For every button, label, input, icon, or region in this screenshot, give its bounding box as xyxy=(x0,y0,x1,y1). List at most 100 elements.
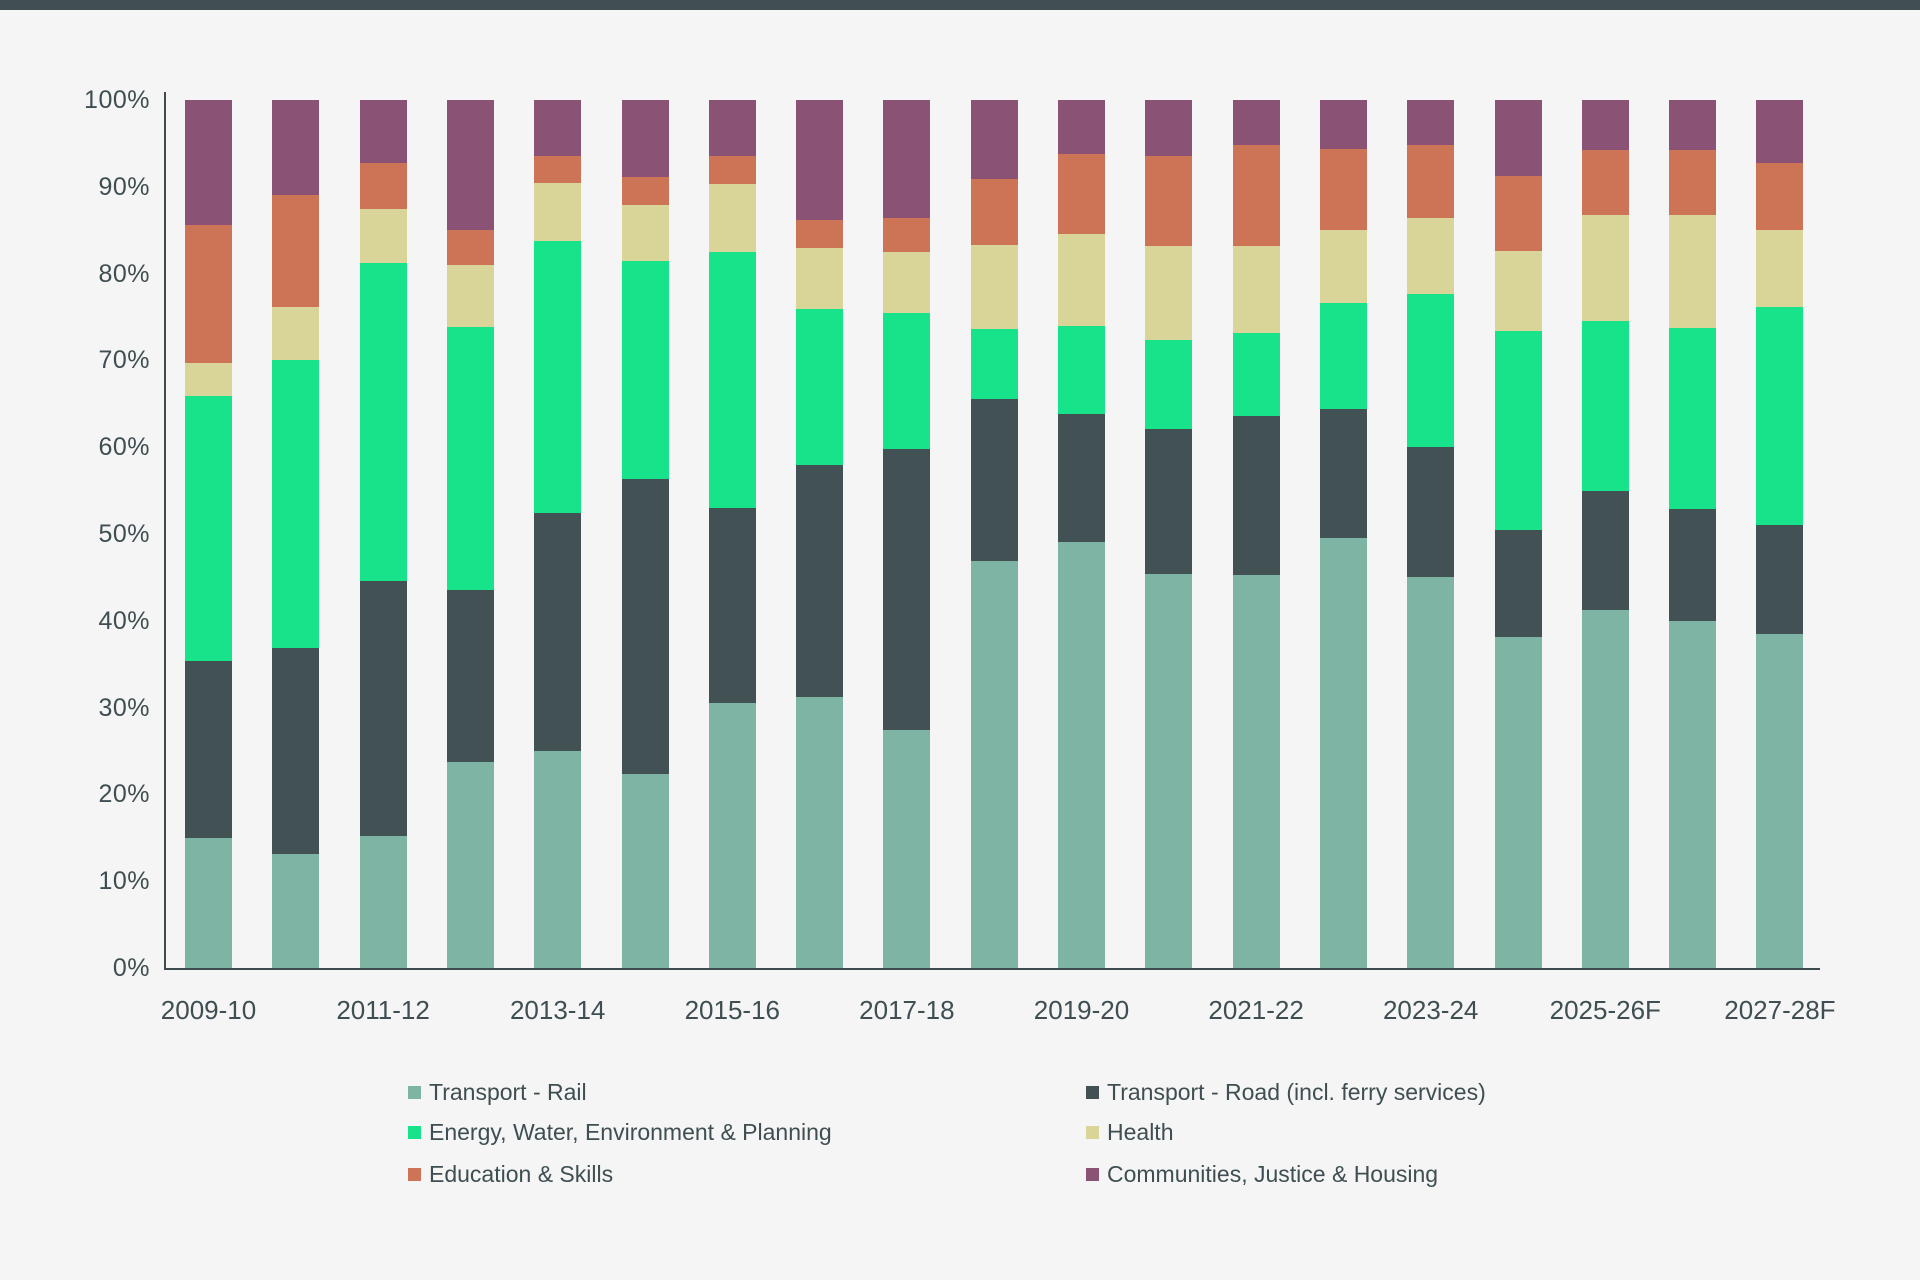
bar-segment[interactable] xyxy=(1756,100,1804,163)
bar-segment[interactable] xyxy=(1319,230,1367,304)
bar-segment[interactable] xyxy=(359,163,407,210)
bar-segment[interactable] xyxy=(446,762,494,968)
bar-2017-18[interactable] xyxy=(883,100,931,968)
bar-segment[interactable] xyxy=(272,194,320,307)
bar-2012-13[interactable] xyxy=(446,100,494,968)
bar-segment[interactable] xyxy=(534,751,582,968)
bar-segment[interactable] xyxy=(1581,100,1629,150)
bar-segment[interactable] xyxy=(970,100,1018,180)
bar-2016-17[interactable] xyxy=(796,100,844,968)
bar-segment[interactable] xyxy=(272,854,320,968)
bar-segment[interactable] xyxy=(1756,306,1804,526)
legend-item[interactable]: Health xyxy=(1086,1117,1173,1147)
bar-segment[interactable] xyxy=(1407,218,1455,295)
bar-segment[interactable] xyxy=(1058,541,1105,968)
bar-segment[interactable] xyxy=(185,225,232,364)
bar-segment[interactable] xyxy=(1058,153,1105,234)
bar-segment[interactable] xyxy=(359,100,407,164)
bar-segment[interactable] xyxy=(185,396,232,661)
bar-segment[interactable] xyxy=(1669,150,1717,215)
bar-segment[interactable] xyxy=(970,245,1018,330)
bar-segment[interactable] xyxy=(1145,428,1193,574)
bar-segment[interactable] xyxy=(1669,620,1717,968)
bar-segment[interactable] xyxy=(1145,100,1193,156)
bar-segment[interactable] xyxy=(1319,303,1367,410)
bar-segment[interactable] xyxy=(1407,294,1455,448)
bar-segment[interactable] xyxy=(1494,175,1542,252)
bar-2010-11[interactable] xyxy=(272,100,320,968)
bar-segment[interactable] xyxy=(534,155,582,184)
bar-segment[interactable] xyxy=(1756,633,1804,968)
bar-segment[interactable] xyxy=(621,479,669,775)
bar-segment[interactable] xyxy=(708,184,756,252)
bar-segment[interactable] xyxy=(185,837,232,968)
bar-2009-10[interactable] xyxy=(185,100,232,968)
bar-segment[interactable] xyxy=(621,261,669,480)
bar-segment[interactable] xyxy=(621,100,669,178)
bar-segment[interactable] xyxy=(1407,577,1455,968)
bar-segment[interactable] xyxy=(1058,414,1105,542)
legend-item[interactable]: Transport - Rail xyxy=(408,1077,587,1107)
bar-segment[interactable] xyxy=(1494,529,1542,638)
bar-segment[interactable] xyxy=(883,312,931,449)
bar-segment[interactable] xyxy=(1494,330,1542,530)
bar-segment[interactable] xyxy=(446,230,494,265)
bar-segment[interactable] xyxy=(708,507,756,704)
legend-item[interactable]: Energy, Water, Environment & Planning xyxy=(408,1117,832,1147)
bar-segment[interactable] xyxy=(272,306,320,361)
bar-2021-22[interactable] xyxy=(1232,100,1280,968)
bar-segment[interactable] xyxy=(1232,245,1280,333)
legend-item[interactable]: Communities, Justice & Housing xyxy=(1086,1159,1438,1189)
bar-2020-21[interactable] xyxy=(1145,100,1193,968)
bar-segment[interactable] xyxy=(1232,415,1280,575)
bar-segment[interactable] xyxy=(1494,637,1542,968)
bar-segment[interactable] xyxy=(534,183,582,241)
bar-2013-14[interactable] xyxy=(534,100,582,968)
bar-segment[interactable] xyxy=(1407,100,1455,146)
bar-segment[interactable] xyxy=(1145,573,1193,968)
bar-segment[interactable] xyxy=(1145,340,1193,429)
bar-2019-20[interactable] xyxy=(1058,100,1105,968)
bar-segment[interactable] xyxy=(970,329,1018,400)
bar-segment[interactable] xyxy=(1494,251,1542,331)
bar-segment[interactable] xyxy=(1581,149,1629,215)
bar-segment[interactable] xyxy=(883,730,931,968)
bar-segment[interactable] xyxy=(534,100,582,156)
bar-segment[interactable] xyxy=(446,100,494,231)
bar-segment[interactable] xyxy=(185,100,232,226)
bar-segment[interactable] xyxy=(272,647,320,855)
bar-segment[interactable] xyxy=(1232,100,1280,146)
bar-segment[interactable] xyxy=(272,360,320,648)
bar-segment[interactable] xyxy=(359,209,407,264)
bar-segment[interactable] xyxy=(1319,148,1367,231)
bar-segment[interactable] xyxy=(1232,332,1280,416)
bar-segment[interactable] xyxy=(970,179,1018,245)
bar-segment[interactable] xyxy=(708,251,756,508)
bar-2027-28F[interactable] xyxy=(1756,100,1804,968)
bar-segment[interactable] xyxy=(1232,574,1280,968)
bar-segment[interactable] xyxy=(185,363,232,397)
bar-segment[interactable] xyxy=(1319,100,1367,149)
bar-segment[interactable] xyxy=(1581,321,1629,492)
bar-segment[interactable] xyxy=(1756,230,1804,307)
bar-segment[interactable] xyxy=(185,660,232,838)
bar-segment[interactable] xyxy=(272,100,320,195)
bar-segment[interactable] xyxy=(621,774,669,968)
bar-segment[interactable] xyxy=(883,218,931,252)
bar-segment[interactable] xyxy=(1319,538,1367,968)
bar-segment[interactable] xyxy=(796,465,844,698)
bar-segment[interactable] xyxy=(534,240,582,514)
bar-segment[interactable] xyxy=(796,219,844,249)
bar-2022-23[interactable] xyxy=(1319,100,1367,968)
bar-2015-16[interactable] xyxy=(708,100,756,968)
bar-segment[interactable] xyxy=(1407,145,1455,219)
bar-segment[interactable] xyxy=(883,100,931,219)
bar-segment[interactable] xyxy=(359,836,407,968)
bar-2011-12[interactable] xyxy=(359,100,407,968)
bar-segment[interactable] xyxy=(1581,491,1629,610)
bar-segment[interactable] xyxy=(708,703,756,968)
bar-segment[interactable] xyxy=(1145,155,1193,246)
bar-segment[interactable] xyxy=(1494,100,1542,176)
bar-segment[interactable] xyxy=(796,100,844,220)
bar-2014-15[interactable] xyxy=(621,100,669,968)
